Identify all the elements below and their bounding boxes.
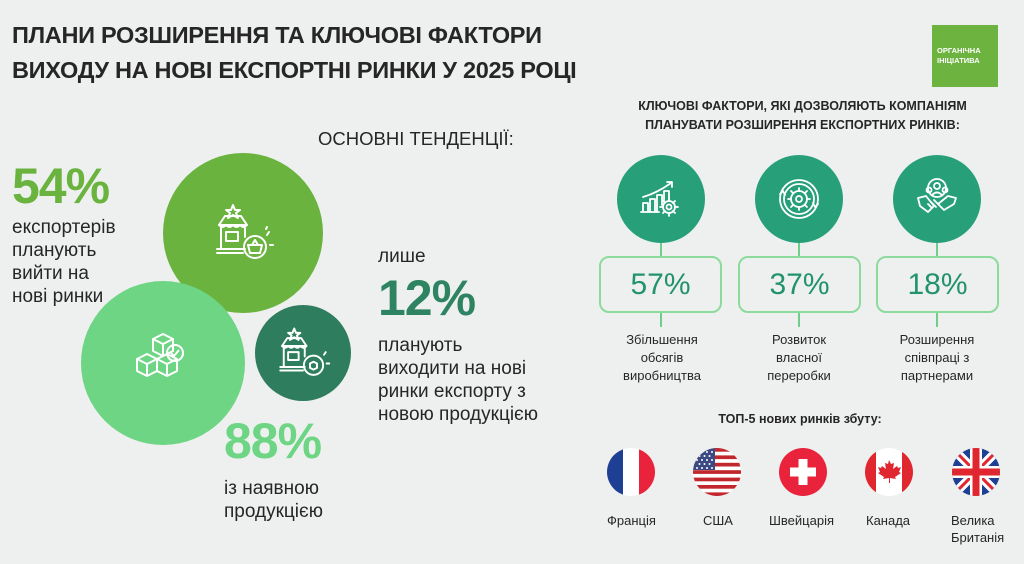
desc-line: нові ринки [12, 286, 104, 307]
factor-label-partners: Розширення співпраці з партнерами [872, 331, 1002, 385]
factors-heading-line-2: ПЛАНУВАТИ РОЗШИРЕННЯ ЕКСПОРТНИХ РИНКІВ: [645, 118, 960, 132]
label-line: обсягів [640, 350, 684, 365]
existing-products-circle [81, 281, 245, 445]
connector-line [798, 243, 800, 256]
connector-line [936, 243, 938, 256]
country-uk-line-2: Британія [951, 530, 1005, 545]
stat-12: лише 12% планують виходити на нові ринки… [378, 245, 538, 426]
connector-line [660, 243, 662, 256]
logo-line-1: ОРГАНІЧНА [937, 46, 981, 55]
stat-12-prefix: лише [378, 246, 426, 267]
boxes-check-icon [136, 333, 184, 377]
factor-icon-circle [893, 155, 981, 243]
label-line: Розвиток [771, 332, 827, 347]
stat-12-value: 12% [378, 270, 476, 326]
trends-heading: ОСНОВНІ ТЕНДЕНЦІЇ: [318, 128, 514, 149]
desc-line: експортерів [12, 217, 116, 238]
stat-12-description: планують виходити на нові ринки експорту… [378, 334, 538, 426]
factor-value-box: 37% [738, 256, 861, 313]
factor-partner-cooperation: 18% [876, 155, 999, 327]
connector-line [798, 313, 800, 327]
desc-line: із наявною [224, 478, 319, 499]
factor-value-box: 57% [599, 256, 722, 313]
uk-flag-icon [952, 448, 1000, 496]
desc-line: новою продукцією [378, 404, 538, 425]
label-line: співпраці з [904, 350, 970, 365]
factors-heading: КЛЮЧОВІ ФАКТОРИ, ЯКІ ДОЗВОЛЯЮТЬ КОМПАНІЯ… [610, 97, 995, 135]
growth-chart-gear-icon [640, 181, 679, 217]
country-france: Франція [607, 513, 656, 528]
country-usa: США [703, 513, 733, 528]
switzerland-flag-icon [779, 448, 827, 496]
stat-54-value: 54% [12, 158, 110, 214]
logo-line-2: ІНІЦІАТИВА [937, 56, 980, 65]
factors-heading-line-1: КЛЮЧОВІ ФАКТОРИ, ЯКІ ДОЗВОЛЯЮТЬ КОМПАНІЯ… [638, 99, 967, 113]
stat-54: 54% експортерів планують вийти на нові р… [12, 160, 116, 308]
stat-88-description: із наявною продукцією [224, 477, 323, 523]
label-line: переробки [767, 368, 831, 383]
factor-own-processing: 37% [738, 155, 861, 327]
desc-line: планують [12, 240, 97, 261]
handshake-team-icon [917, 178, 957, 213]
organic-initiative-logo: ОРГАНІЧНА ІНІЦІАТИВА [932, 25, 998, 87]
factor-icon-circle [755, 155, 843, 243]
stat-88-value: 88% [224, 413, 322, 469]
stat-54-description: експортерів планують вийти на нові ринки [12, 216, 116, 308]
desc-line: планують [378, 335, 463, 356]
connector-line [936, 313, 938, 327]
country-canada: Канада [866, 513, 911, 528]
connector-line [660, 313, 662, 327]
desc-line: продукцією [224, 501, 323, 522]
factor-value-box: 18% [876, 256, 999, 313]
factor-icon-circle [617, 155, 705, 243]
top-markets-heading: ТОП-5 нових ринків збуту: [718, 412, 882, 426]
factor-production-growth: 57% [599, 155, 722, 327]
france-flag-icon [607, 448, 655, 496]
desc-line: ринки експорту з [378, 381, 526, 402]
label-line: виробництва [623, 368, 701, 383]
stat-88: 88% із наявною продукцією [224, 415, 323, 523]
label-line: власної [776, 350, 822, 365]
page-title: ПЛАНИ РОЗШИРЕННЯ ТА КЛЮЧОВІ ФАКТОРИ ВИХО… [12, 18, 577, 88]
country-uk: Велика Британія [951, 512, 1004, 546]
label-line: Розширення [899, 332, 975, 347]
label-line: Збільшення [626, 332, 698, 347]
store-boxes-icon [279, 327, 331, 376]
factor-label-processing: Розвиток власної переробки [734, 331, 864, 385]
label-line: партнерами [900, 368, 974, 383]
country-uk-line-1: Велика [951, 513, 995, 528]
title-line-1: ПЛАНИ РОЗШИРЕННЯ ТА КЛЮЧОВІ ФАКТОРИ [12, 22, 542, 48]
country-switzerland: Швейцарія [769, 513, 834, 528]
usa-flag-icon [693, 448, 741, 496]
desc-line: вийти на [12, 263, 89, 284]
desc-line: виходити на нові [378, 358, 527, 379]
gear-cycle-icon [779, 179, 819, 219]
canada-flag-icon [865, 448, 913, 496]
store-basket-icon [216, 204, 274, 259]
factor-label-production: Збільшення обсягів виробництва [597, 331, 727, 385]
title-line-2: ВИХОДУ НА НОВІ ЕКСПОРТНІ РИНКИ У 2025 РО… [12, 57, 577, 83]
new-products-circle [255, 305, 351, 401]
